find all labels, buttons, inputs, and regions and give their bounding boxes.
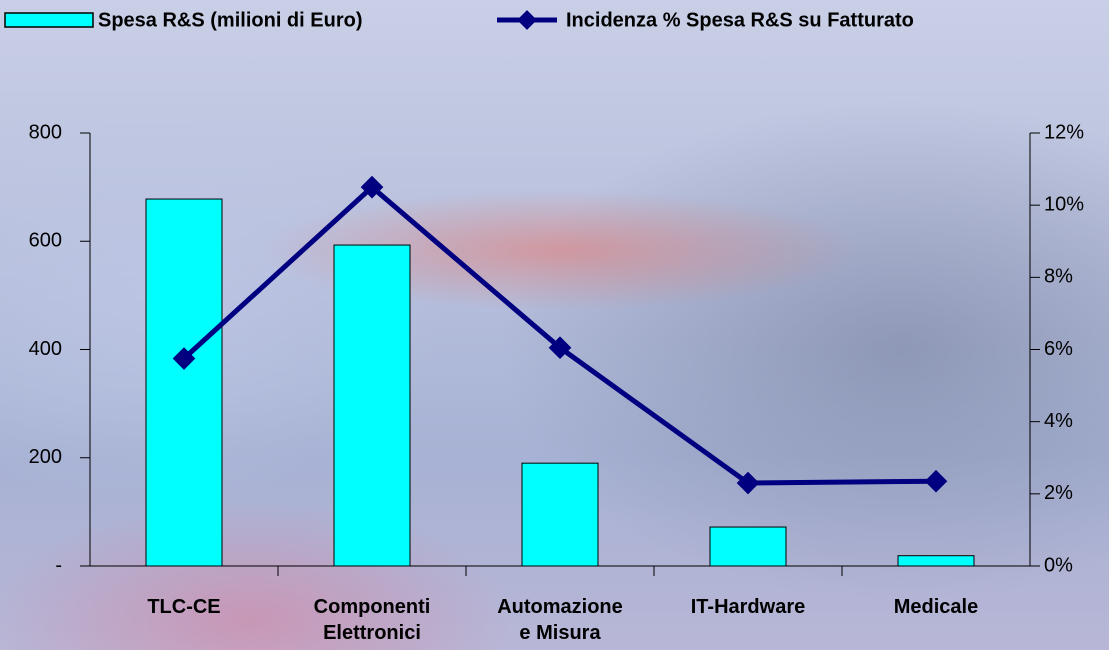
y2-tick-label: 2% bbox=[1044, 482, 1073, 504]
y2-tick-label: 6% bbox=[1044, 338, 1073, 360]
y2-tick-label: 4% bbox=[1044, 410, 1073, 432]
y-tick-label: 200 bbox=[29, 446, 62, 468]
x-tick-label: Automazione e Misura bbox=[466, 594, 654, 646]
x-tick-label: Medicale bbox=[842, 594, 1030, 620]
bar bbox=[522, 463, 598, 566]
bar bbox=[146, 199, 222, 566]
y2-tick-label: 12% bbox=[1044, 121, 1084, 143]
y2-tick-label: 0% bbox=[1044, 554, 1073, 576]
y2-tick-label: 8% bbox=[1044, 266, 1073, 288]
x-tick-label: IT-Hardware bbox=[654, 594, 842, 620]
chart: Spesa R&S (milioni di Euro) Incidenza % … bbox=[0, 0, 1109, 650]
x-tick-label: Componenti Elettronici bbox=[278, 594, 466, 646]
legend-label: Incidenza % Spesa R&S su Fatturato bbox=[566, 9, 914, 31]
y-tick-label: 600 bbox=[29, 230, 62, 252]
line bbox=[184, 187, 936, 483]
bar bbox=[334, 245, 410, 566]
x-tick-label: TLC-CE bbox=[90, 594, 278, 620]
legend-marker bbox=[517, 10, 537, 30]
y2-tick-label: 10% bbox=[1044, 193, 1084, 215]
chart-svg: Spesa R&S (milioni di Euro) Incidenza % … bbox=[0, 0, 1109, 650]
bar bbox=[898, 556, 974, 566]
y-tick-label: 800 bbox=[29, 121, 62, 143]
legend-label: Spesa R&S (milioni di Euro) bbox=[98, 9, 362, 31]
y-tick-label: - bbox=[55, 554, 62, 576]
legend-swatch-bar bbox=[5, 13, 93, 27]
y-tick-label: 400 bbox=[29, 338, 62, 360]
bar bbox=[710, 527, 786, 566]
marker bbox=[925, 470, 948, 493]
